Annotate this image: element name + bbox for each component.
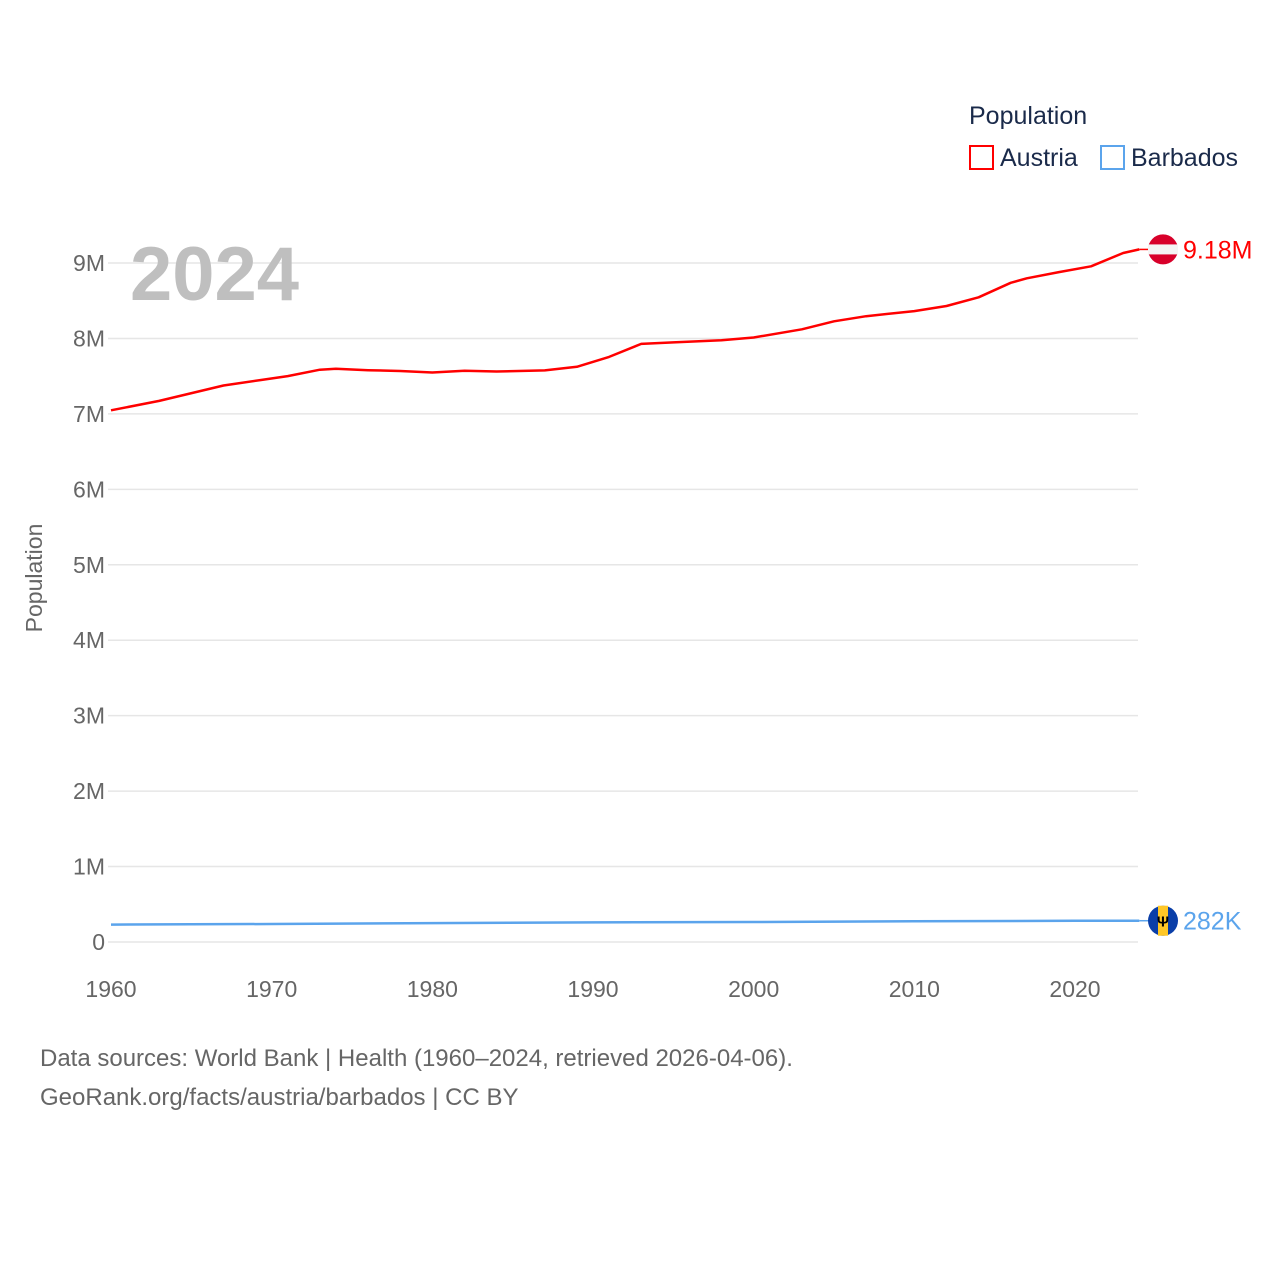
legend-label-austria: Austria — [1000, 144, 1078, 172]
legend-title: Population — [969, 102, 1087, 130]
x-tick-label: 2000 — [728, 976, 779, 1002]
y-tick-label: 2M — [73, 778, 105, 804]
x-tick-label: 1960 — [85, 976, 136, 1002]
y-tick-label: 6M — [73, 476, 105, 502]
x-tick-label: 2010 — [889, 976, 940, 1002]
y-tick-label: 1M — [73, 854, 105, 880]
data-source-text: Data sources: World Bank | Health (1960–… — [40, 1045, 793, 1072]
austria-flag-stripe — [1148, 244, 1178, 255]
series-line-austria — [110, 248, 1140, 412]
year-watermark: 2024 — [130, 232, 299, 317]
legend-swatch-barbados — [1100, 145, 1125, 170]
x-tick-label: 2020 — [1049, 976, 1100, 1002]
y-tick-label: 4M — [73, 627, 105, 653]
y-axis-label: Population — [21, 524, 47, 633]
legend-swatch-austria — [969, 145, 994, 170]
end-value-label: 9.18M — [1183, 236, 1252, 264]
y-tick-label: 3M — [73, 703, 105, 729]
y-tick-label: 0 — [92, 929, 105, 955]
y-tick-label: 7M — [73, 401, 105, 427]
y-tick-label: 8M — [73, 325, 105, 351]
x-tick-label: 1980 — [407, 976, 458, 1002]
attribution-link[interactable]: GeoRank.org/facts/austria/barbados | CC … — [40, 1084, 519, 1111]
x-tick-label: 1990 — [567, 976, 618, 1002]
end-value-label: 282K — [1183, 908, 1242, 936]
trident-icon: Ψ — [1157, 914, 1169, 931]
y-tick-label: 9M — [73, 250, 105, 276]
y-tick-label: 5M — [73, 552, 105, 578]
series-line-barbados — [110, 919, 1140, 926]
x-tick-label: 1970 — [246, 976, 297, 1002]
legend-label-barbados: Barbados — [1131, 144, 1238, 172]
barbados-flag-stripe — [1158, 905, 1168, 936]
